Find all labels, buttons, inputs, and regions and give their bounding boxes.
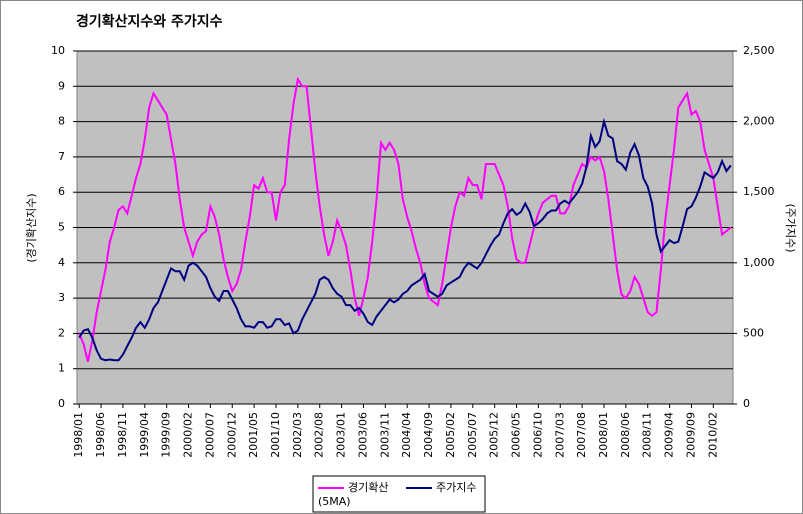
x-tick-label: 2004/09: [422, 412, 435, 458]
legend-label: 경기확산 (5MA): [318, 481, 388, 508]
x-tick-label: 2002/03: [291, 412, 304, 458]
x-tick-label: 2009/09: [684, 412, 697, 458]
legend-label-line: (5MA): [318, 495, 351, 508]
x-tick-label: 2010/02: [706, 412, 719, 458]
x-tick-label: 2008/06: [619, 412, 632, 458]
x-tick-label: 1999/09: [160, 412, 173, 458]
y-axis-label: (경기확산지수): [25, 193, 38, 262]
y2-tick-label: 500: [743, 326, 764, 339]
y-tick-label: 7: [58, 150, 65, 163]
y2-tick-label: 2,000: [743, 115, 775, 128]
y-tick-label: 6: [58, 185, 65, 198]
y-tick-label: 9: [58, 79, 65, 92]
x-tick-label: 1998/11: [116, 412, 129, 458]
y-tick-label: 8: [58, 115, 65, 128]
x-tick-label: 2008/11: [641, 412, 654, 458]
x-tick-label: 2009/04: [663, 412, 676, 458]
x-tick-label: 2000/07: [203, 412, 216, 458]
legend-label: 주가지수: [436, 481, 476, 494]
x-tick-label: 2003/06: [356, 412, 369, 458]
y2-tick-label: 1,000: [743, 256, 775, 269]
x-tick-label: 2007/03: [553, 412, 566, 458]
y-tick-label: 2: [58, 326, 65, 339]
x-tick-label: 1999/04: [138, 412, 151, 458]
legend-label-line: 주가지수: [436, 481, 476, 494]
y2-axis-label: (주가지수): [784, 203, 797, 252]
x-tick-label: 2002/08: [313, 412, 326, 458]
y-tick-label: 5: [58, 221, 65, 234]
x-tick-label: 2003/01: [335, 412, 348, 458]
x-tick-label: 2000/12: [225, 412, 238, 458]
legend-label-line: 경기확산: [348, 481, 388, 494]
chart-title: 경기확산지수와 주가지수: [76, 13, 223, 30]
y-tick-label: 10: [51, 44, 65, 57]
x-tick-label: 2008/01: [597, 412, 610, 458]
x-tick-label: 2007/08: [575, 412, 588, 458]
x-tick-label: 2005/12: [488, 412, 501, 458]
y-tick-label: 0: [58, 397, 65, 410]
legend-box: [312, 475, 486, 513]
x-tick-label: 2001/10: [269, 412, 282, 458]
x-tick-label: 2004/04: [400, 412, 413, 458]
series-line: [78, 117, 732, 362]
x-tick-label: 2003/11: [378, 412, 391, 458]
x-tick-label: 2001/05: [247, 412, 260, 458]
y-tick-label: 1: [58, 362, 65, 375]
x-tick-label: 2005/07: [466, 412, 479, 458]
y2-tick-label: 0: [743, 397, 750, 410]
y-tick-label: 4: [58, 256, 65, 269]
y2-tick-label: 2,500: [743, 44, 775, 57]
x-tick-label: 2006/05: [510, 412, 523, 458]
y-tick-label: 3: [58, 291, 65, 304]
x-tick-label: 2000/02: [182, 412, 195, 458]
x-tick-label: 1998/01: [72, 412, 85, 458]
y2-tick-label: 1,500: [743, 185, 775, 198]
series-line: [78, 76, 732, 362]
x-tick-label: 2005/02: [444, 412, 457, 458]
x-tick-label: 1998/06: [94, 412, 107, 458]
x-tick-label: 2006/10: [531, 412, 544, 458]
